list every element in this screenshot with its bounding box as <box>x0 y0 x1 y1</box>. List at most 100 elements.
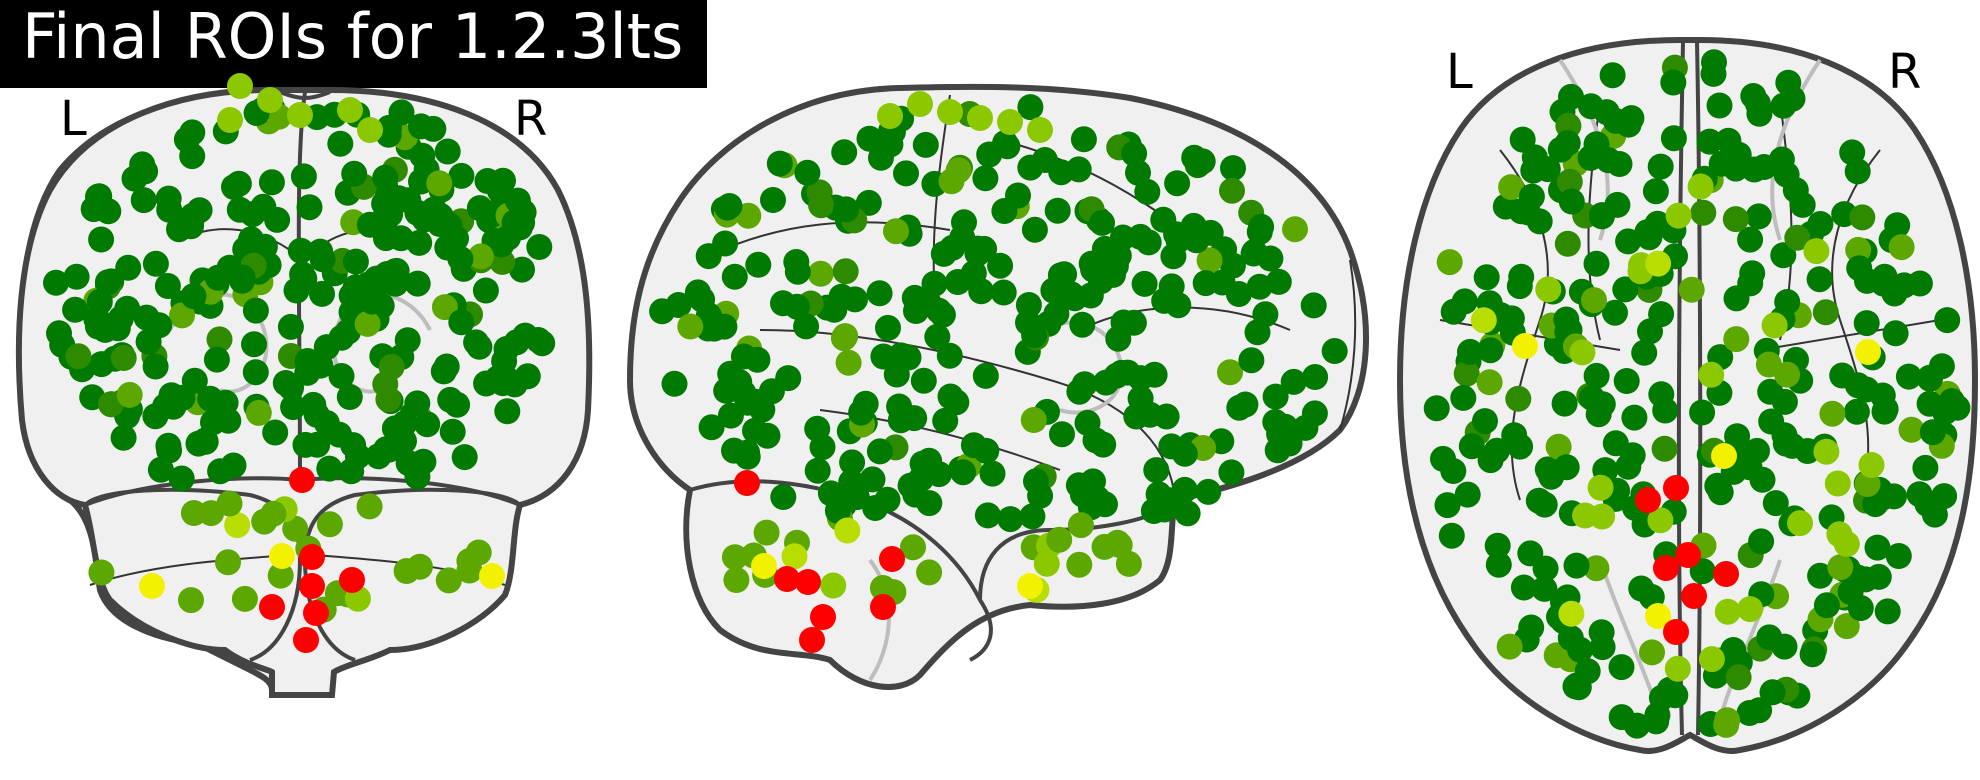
roi-marker <box>1865 563 1892 590</box>
roi-marker <box>1120 309 1147 336</box>
roi-marker <box>649 298 676 325</box>
roi-marker <box>855 189 882 216</box>
roi-marker <box>316 455 343 482</box>
roi-marker <box>1624 712 1650 739</box>
roi-marker <box>277 313 304 340</box>
roi-marker <box>142 403 169 430</box>
roi-marker <box>698 414 725 441</box>
roi-marker <box>1608 654 1635 681</box>
roi-marker <box>1807 211 1834 237</box>
roi-marker <box>1599 62 1626 89</box>
roi-marker <box>717 402 744 429</box>
roi-marker <box>257 87 283 113</box>
roi-marker <box>848 399 875 426</box>
roi-marker <box>1602 430 1629 457</box>
roi-marker <box>1134 178 1161 205</box>
roi-marker <box>1653 555 1679 581</box>
roi-marker <box>1066 551 1093 578</box>
roi-marker <box>1450 384 1477 411</box>
roi-marker <box>774 566 800 592</box>
roi-marker <box>1558 83 1584 110</box>
roi-marker <box>1572 502 1599 529</box>
roi-marker <box>179 202 206 229</box>
roi-marker <box>1741 156 1768 183</box>
roi-marker <box>262 419 289 446</box>
roi-marker <box>225 170 252 197</box>
roi-marker <box>1121 140 1148 167</box>
roi-marker <box>1019 503 1046 530</box>
roi-marker <box>866 280 893 307</box>
roi-marker <box>206 326 233 353</box>
roi-marker <box>937 383 964 410</box>
roi-marker <box>192 427 219 454</box>
roi-marker <box>1049 421 1075 448</box>
roi-marker <box>1108 359 1135 386</box>
roi-marker <box>1916 364 1943 391</box>
roi-marker <box>1238 347 1265 374</box>
roi-marker <box>1140 498 1167 524</box>
roi-marker <box>1280 368 1307 395</box>
roi-marker <box>1554 230 1581 257</box>
roi-marker <box>1771 633 1798 660</box>
axial-fold-2 <box>1831 149 1881 501</box>
roi-marker <box>110 424 137 451</box>
roi-marker <box>901 284 928 311</box>
roi-marker <box>1806 266 1833 293</box>
roi-marker <box>1454 481 1481 508</box>
roi-marker <box>781 543 808 570</box>
coronal-roi-markers <box>43 73 556 653</box>
roi-marker <box>420 115 447 142</box>
roi-marker <box>1131 270 1158 297</box>
roi-marker <box>1833 613 1860 640</box>
roi-marker <box>887 342 914 369</box>
roi-marker <box>1262 383 1289 410</box>
roi-marker <box>661 370 688 397</box>
roi-marker <box>1871 398 1898 425</box>
roi-marker <box>341 160 368 187</box>
roi-marker <box>972 165 999 192</box>
roi-marker <box>1554 130 1581 157</box>
roi-marker <box>224 512 251 539</box>
roi-marker <box>1912 454 1939 481</box>
roi-marker <box>804 415 831 442</box>
roi-marker <box>287 237 314 264</box>
roi-marker <box>154 273 181 299</box>
roi-marker <box>1276 430 1303 457</box>
roi-marker <box>775 365 802 392</box>
roi-marker <box>299 544 325 570</box>
roi-marker <box>1436 249 1463 276</box>
roi-marker <box>1220 155 1246 182</box>
roi-marker <box>1696 128 1723 155</box>
roi-marker <box>147 456 174 483</box>
roi-marker <box>259 594 285 620</box>
roi-marker <box>1196 247 1223 274</box>
roi-marker <box>1567 636 1594 663</box>
roi-marker <box>1737 596 1764 623</box>
roi-marker <box>932 407 959 434</box>
roi-marker <box>760 187 786 213</box>
roi-marker <box>466 333 493 360</box>
roi-marker <box>1621 404 1648 431</box>
roi-marker <box>1020 407 1047 433</box>
roi-marker <box>1758 408 1785 435</box>
roi-marker <box>869 575 896 601</box>
roi-marker <box>1858 452 1885 478</box>
roi-marker <box>1535 276 1562 303</box>
roi-marker <box>939 234 966 261</box>
roi-marker <box>1558 188 1585 215</box>
coronal-hemisphere-split <box>279 90 331 100</box>
roi-marker <box>1434 492 1461 519</box>
roi-marker <box>179 119 206 146</box>
roi-marker <box>916 447 943 474</box>
roi-marker <box>1847 595 1874 621</box>
roi-marker <box>203 346 230 373</box>
roi-marker <box>1855 339 1881 365</box>
roi-marker <box>1143 457 1170 484</box>
roi-marker <box>299 573 325 599</box>
roi-marker <box>158 382 185 409</box>
roi-marker <box>239 201 266 228</box>
roi-marker <box>967 105 993 131</box>
roi-marker <box>525 327 552 353</box>
roi-marker <box>309 280 335 307</box>
